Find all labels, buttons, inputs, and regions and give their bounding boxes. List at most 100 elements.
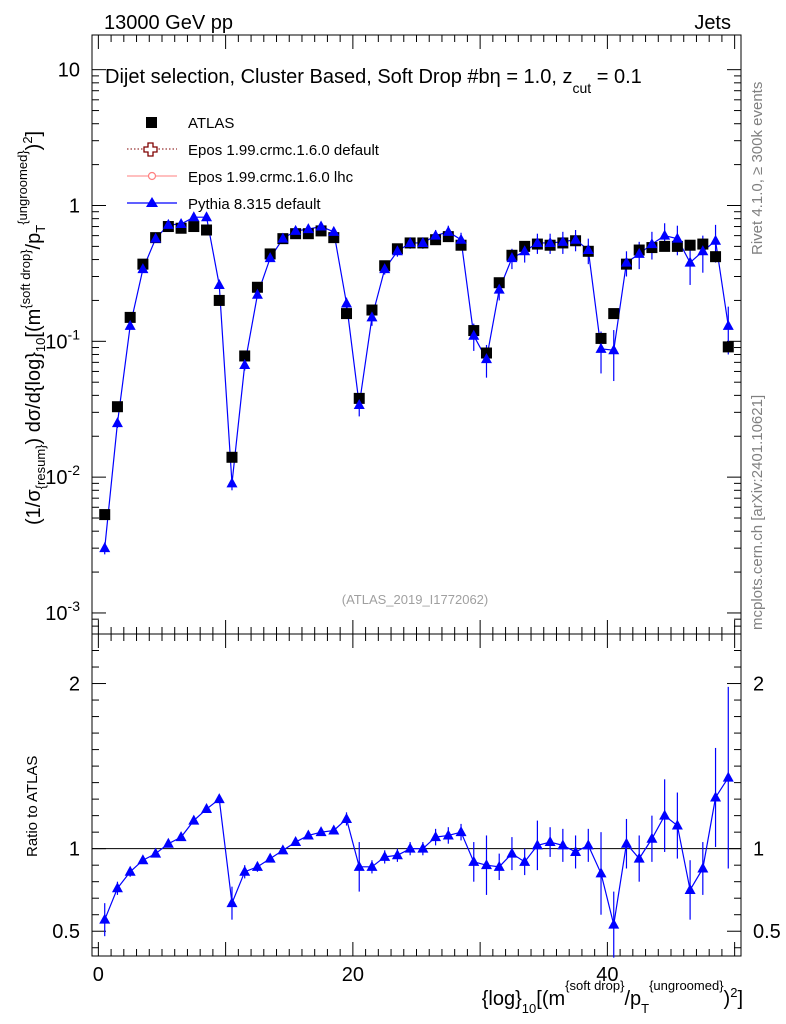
pythia-main-point (162, 218, 174, 229)
pythia-ratio-point (99, 913, 111, 924)
pythia-main-point (251, 288, 263, 299)
pythia-main-point (455, 233, 467, 244)
pythia-main-point (277, 232, 289, 243)
pythia-main-point (595, 342, 607, 353)
ratio-y-tick-label-right: 0.5 (753, 921, 781, 943)
pythia-main-point (633, 247, 645, 258)
atlas-data-point (659, 240, 671, 252)
pythia-main-point (493, 283, 505, 294)
legend-pythia-label: Pythia 8.315 default (188, 196, 321, 213)
ratio-y-axis-label: Ratio to ATLAS (24, 756, 41, 857)
pythia-main-point (175, 218, 187, 229)
y-tick-label: 10-2 (45, 462, 80, 489)
pythia-ratio-point (531, 839, 543, 850)
pythia-main-point (150, 232, 162, 243)
atlas-data-point (315, 225, 327, 237)
pythia-ratio-point (251, 860, 263, 871)
atlas-data-point (124, 311, 136, 323)
pythia-ratio-point (213, 793, 225, 804)
analysis-watermark: (ATLAS_2019_I1772062) (342, 592, 488, 607)
pythia-ratio-point (302, 829, 314, 840)
legend-epos-default-marker (143, 142, 158, 157)
atlas-data-point (201, 224, 213, 236)
pythia-main-point (519, 245, 531, 256)
pythia-ratio-point (697, 862, 709, 873)
pythia-main-point (226, 477, 238, 488)
pythia-ratio-point (684, 883, 696, 894)
plot-title: Dijet selection, Cluster Based, Soft Dro… (105, 66, 642, 96)
pythia-ratio-point (468, 855, 480, 866)
x-tick-label: 0 (93, 964, 104, 986)
legend-atlas-label: ATLAS (188, 115, 234, 132)
pythia-ratio-point (150, 847, 162, 858)
pythia-main-point (557, 235, 569, 246)
pythia-ratio-point (570, 845, 582, 856)
pythia-main-point (430, 229, 442, 240)
pythia-ratio-point (646, 832, 658, 843)
pythia-ratio-point (404, 842, 416, 853)
pythia-ratio-point (315, 826, 327, 837)
pythia-main-point (379, 263, 391, 274)
pythia-ratio-point (175, 831, 187, 842)
pythia-ratio-point (710, 791, 722, 802)
atlas-data-point (366, 304, 378, 316)
atlas-data-point (671, 240, 683, 252)
pythia-ratio-point (379, 850, 391, 861)
pythia-ratio-point (366, 860, 378, 871)
pythia-main-point (124, 319, 136, 330)
atlas-data-point (430, 234, 442, 246)
pythia-main-point (264, 252, 276, 263)
ratio-panel-data (92, 686, 741, 958)
pythia-ratio-point (582, 839, 594, 850)
legend-atlas-marker (146, 117, 157, 128)
pythia-main-point (506, 252, 518, 263)
pythia-ratio-point (455, 826, 467, 837)
pythia-main-point (353, 398, 365, 409)
atlas-data-point (684, 239, 696, 251)
pythia-ratio-point (620, 837, 632, 848)
ratio-y-tick-label-right: 2 (753, 674, 764, 696)
pythia-main-point (442, 225, 454, 236)
pythia-ratio-point (493, 860, 505, 871)
y-tick-label: 1 (69, 195, 80, 217)
pythia-ratio-point (595, 867, 607, 878)
pythia-main-point (722, 319, 734, 330)
pythia-ratio-point (480, 859, 492, 870)
pythia-main-point (582, 244, 594, 255)
main-panel-data (99, 211, 734, 555)
pythia-main-point (468, 329, 480, 340)
atlas-data-point (455, 239, 467, 251)
pythia-main-point (366, 311, 378, 322)
pythia-ratio-point (201, 803, 213, 814)
pythia-main-point (315, 220, 327, 231)
pythia-main-point (570, 233, 582, 244)
legend: ATLAS Epos 1.99.crmc.1.6.0 default Epos … (127, 115, 380, 213)
pythia-ratio-point (671, 819, 683, 830)
rivet-version-label: Rivet 4.1.0, ≥ 300k events (749, 82, 766, 255)
atlas-data-point (341, 308, 353, 320)
legend-pythia-marker (146, 197, 158, 207)
pythia-main-point (671, 232, 683, 243)
pythia-ratio-point (341, 812, 353, 823)
ratio-y-tick-label-right: 1 (753, 839, 764, 861)
atlas-data-point (213, 294, 225, 306)
pythia-main-point (391, 245, 403, 256)
pythia-main-point (710, 234, 722, 245)
pythia-ratio-point (430, 831, 442, 842)
pythia-main-point (213, 278, 225, 289)
pythia-main-point (404, 236, 416, 247)
pythia-ratio-point (442, 829, 454, 840)
atlas-data-point (442, 231, 454, 243)
pythia-ratio-point (722, 771, 734, 782)
x-tick-label: 40 (596, 964, 618, 986)
mcplots-label: mcplots.cern.ch [arXiv:2401.10621] (749, 395, 766, 630)
ratio-panel-ticks: 0 20 40 0.5 0.5 1 1 2 2 (52, 634, 781, 986)
x-tick-label: 20 (342, 964, 364, 986)
atlas-data-point (251, 281, 263, 293)
main-panel-ticks: 10-3 10-2 10-1 1 10 (45, 35, 741, 635)
pythia-ratio-point (290, 836, 302, 847)
pythia-main-point (417, 236, 429, 247)
atlas-data-point (710, 251, 722, 263)
pythia-main-point (188, 211, 200, 222)
